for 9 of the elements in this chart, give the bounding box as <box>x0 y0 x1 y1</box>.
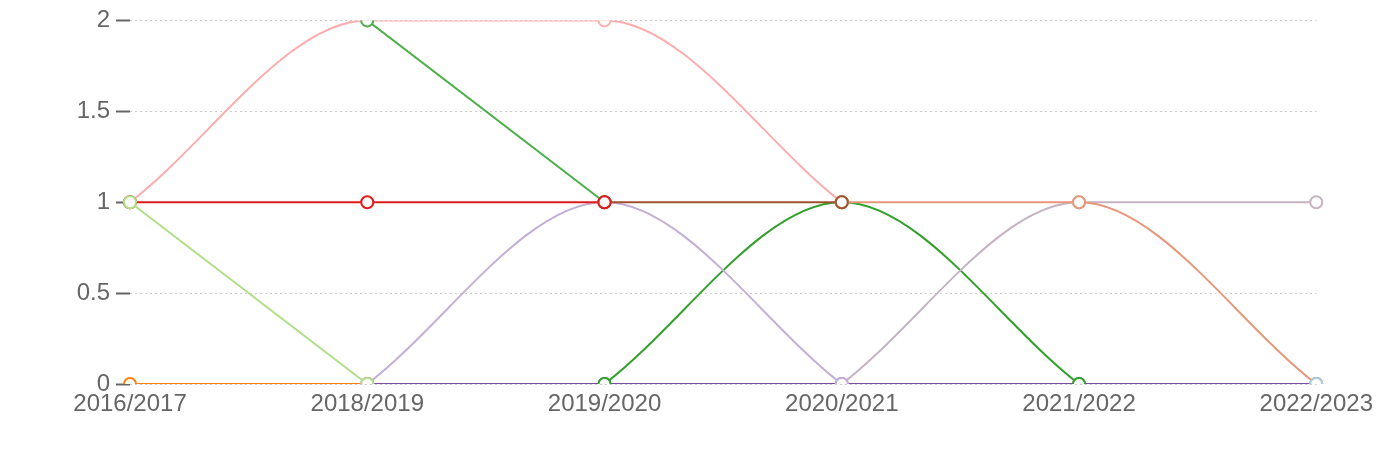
y-tick-label: 1.5 <box>76 95 110 123</box>
x-tick-label: 2020/2021 <box>785 389 899 417</box>
y-tick-label: 2 <box>96 5 110 33</box>
x-tick-label: 2021/2022 <box>1022 389 1136 417</box>
x-tick-label: 2022/2023 <box>1259 389 1373 417</box>
y-tick-label: 0.5 <box>76 277 110 305</box>
y-tick-label: 1 <box>96 186 110 214</box>
x-tick-label: 2018/2019 <box>310 389 424 417</box>
x-tick-label: 2019/2020 <box>547 389 662 417</box>
